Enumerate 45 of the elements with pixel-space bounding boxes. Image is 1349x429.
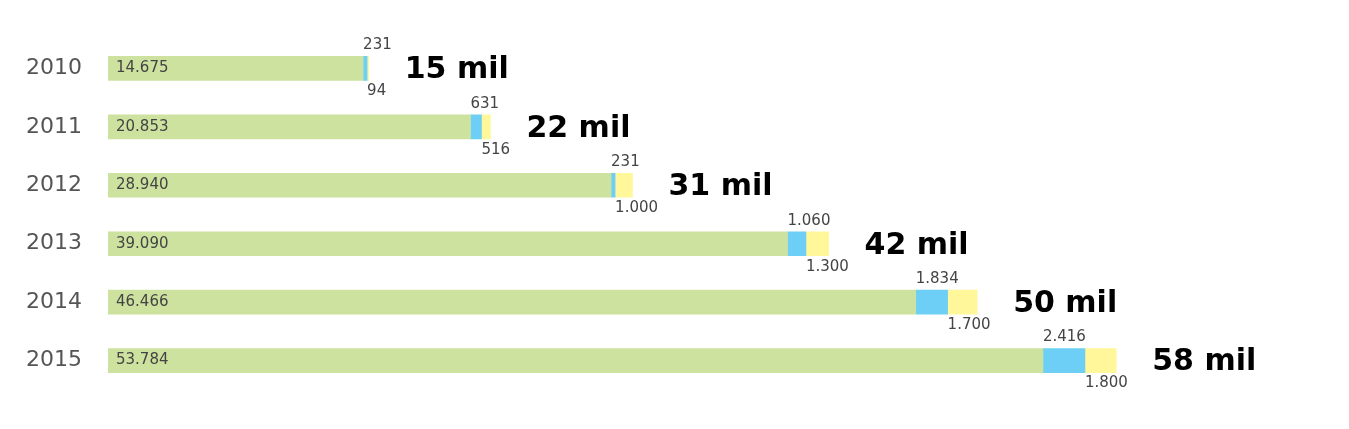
bar (107, 172, 612, 198)
y-tick-label: 2010 (25, 54, 82, 80)
y-tick-label: 2011 (25, 112, 82, 138)
data-label: 14.675 (115, 58, 169, 77)
y-tick-label: 2013 (25, 229, 82, 255)
data-label: 231 (363, 35, 392, 54)
annotation: 42 mil (864, 225, 969, 261)
data-label: 1.800 (1084, 373, 1128, 392)
data-label: 1.000 (615, 198, 659, 217)
data-label: 631 (470, 93, 500, 112)
data-label: 53.784 (115, 350, 169, 369)
y-tick-label: 2014 (25, 287, 82, 313)
bar (107, 231, 788, 257)
bar (787, 231, 807, 257)
data-label: 39.090 (115, 233, 169, 252)
data-label: 231 (611, 152, 640, 171)
bar (107, 348, 1044, 373)
data-label: 516 (481, 139, 511, 158)
bar (1084, 348, 1117, 373)
bar (470, 114, 482, 140)
annotation: 58 mil (1152, 342, 1257, 378)
data-label: 1.834 (915, 269, 959, 288)
annotation: 22 mil (526, 108, 631, 144)
data-label: 1.700 (947, 315, 991, 334)
data-label: 2.416 (1042, 327, 1086, 346)
bar (481, 114, 491, 140)
data-label: 1.060 (787, 210, 831, 229)
data-label: 1.300 (805, 256, 849, 275)
data-label: 94 (367, 81, 387, 100)
bar (107, 289, 917, 315)
bar (947, 289, 978, 315)
y-tick-label: 2012 (25, 171, 82, 196)
y-tick-label: 2015 (25, 346, 82, 372)
data-label: 28.940 (115, 175, 169, 194)
bar (614, 172, 633, 198)
bar (107, 56, 364, 81)
bar (805, 231, 829, 257)
bar (107, 114, 471, 140)
data-label: 20.853 (115, 116, 169, 135)
bar (915, 289, 948, 315)
annotation: 31 mil (668, 167, 773, 203)
annotation: 50 mil (1013, 283, 1118, 319)
data-label: 46.466 (115, 292, 169, 311)
annotation: 15 mil (404, 50, 509, 86)
bar (1042, 348, 1086, 373)
